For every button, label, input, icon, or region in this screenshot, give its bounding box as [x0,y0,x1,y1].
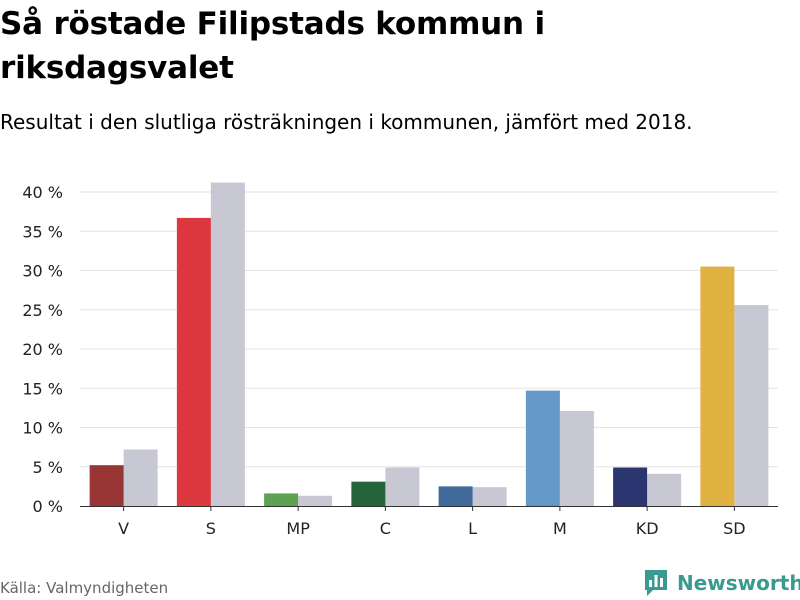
y-tick-label: 0 % [33,497,63,516]
y-tick-label: 10 % [22,419,63,438]
y-tick-label: 40 % [22,183,63,202]
bar-2022-c [351,481,386,506]
x-tick-label-v: V [118,519,129,538]
y-tick-label: 25 % [22,301,63,320]
x-tick-label-sd: SD [723,519,745,538]
y-tick-label: 15 % [22,379,63,398]
bar-2022-mp [264,493,299,506]
bar-2018-kd [647,473,682,506]
chart-subtitle: Resultat i den slutliga rösträkningen i … [0,110,693,134]
bar-2022-v [89,465,124,506]
y-tick-label: 20 % [22,340,63,359]
y-tick-label: 5 % [33,458,63,477]
bar-2018-m [559,411,594,506]
x-axis: V S MP C L M KD SD [80,506,778,538]
bar-2018-l [472,487,507,506]
brand-logo[interactable]: Newsworthy [643,567,800,599]
bar-2022-m [525,390,560,506]
bar-chart-icon [645,570,667,596]
bar-2022-l [438,486,473,506]
y-axis-labels: 0 % 5 % 10 % 15 % 20 % 25 % 30 % 35 % 40 % [22,183,63,516]
bar-2018-c [385,467,420,506]
bars [89,182,769,506]
bar-2022-s [176,217,211,506]
brand-name: Newsworthy [677,571,800,595]
bar-2022-kd [613,467,648,506]
bar-2022-sd [700,266,735,506]
bar-chart: 0 % 5 % 10 % 15 % 20 % 25 % 30 % 35 % 40 % V S MP C… [22,182,778,538]
chart-title: Så röstade Filipstads kommun i riksdagsv… [0,6,545,86]
y-tick-label: 30 % [22,262,63,281]
source-note: Källa: Valmyndigheten [0,579,169,597]
x-tick-label-mp: MP [286,519,310,538]
bar-2018-mp [298,495,333,506]
x-tick-label-c: C [380,519,391,538]
bar-2018-sd [734,305,769,506]
x-tick-label-kd: KD [636,519,659,538]
x-tick-label-m: M [553,519,567,538]
x-tick-label-l: L [468,519,477,538]
y-tick-label: 35 % [22,222,63,241]
bar-2018-s [210,182,245,506]
x-tick-label-s: S [206,519,216,538]
bar-2018-v [123,449,158,506]
